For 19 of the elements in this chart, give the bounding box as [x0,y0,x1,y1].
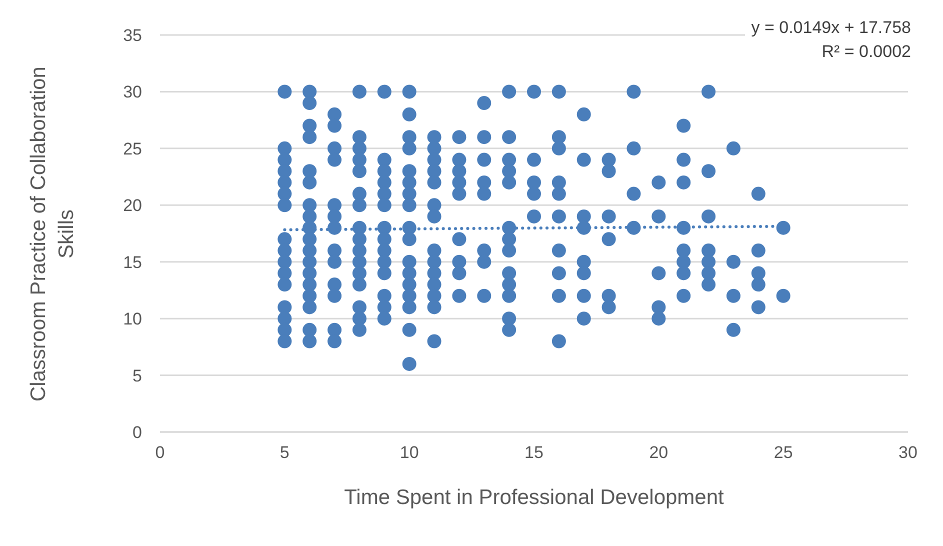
y-tick-label: 30 [123,82,142,102]
x-tick-label: 5 [280,443,290,462]
x-tick-label: 0 [155,443,165,462]
y-tick-label: 10 [123,310,142,329]
y-tick-label: 15 [123,252,142,272]
x-axis-title: Time Spent in Professional Development [343,486,725,510]
y-axis-title: Classroom Practice of Collaboration Skills [26,66,79,404]
x-tick-label: 30 [898,443,918,462]
y-tick-label: 20 [123,196,142,216]
annotation: R² = 0.0002 [820,41,911,63]
y-tick-label: 0 [132,423,142,442]
y-tick-label: 25 [123,139,142,158]
x-tick-label: 10 [400,443,419,462]
x-tick-label: 20 [649,443,668,462]
y-tick-label: 5 [132,366,142,386]
y-tick-label: 35 [123,26,142,46]
annotation: y = 0.0149x + 17.758 [751,17,911,39]
x-tick-label: 15 [524,443,544,462]
x-tick-label: 25 [774,443,793,462]
